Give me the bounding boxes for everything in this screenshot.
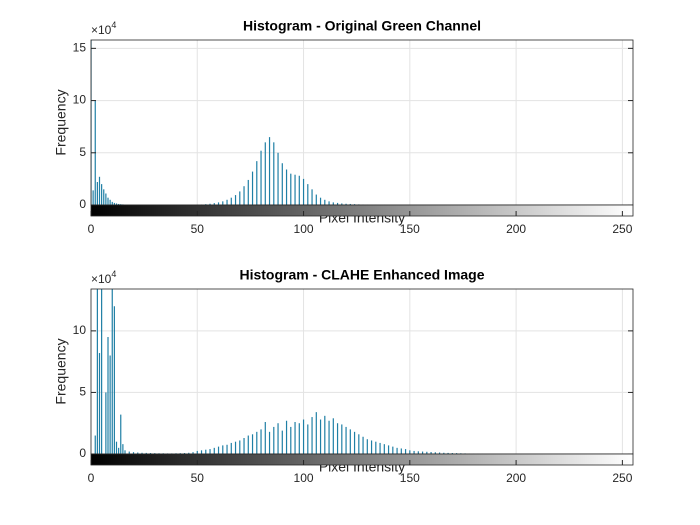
chart-title: Histogram - CLAHE Enhanced Image: [239, 267, 484, 283]
x-tick-label: 250: [612, 471, 632, 485]
y-tick-label: 5: [79, 145, 86, 159]
y-tick-label: 15: [73, 41, 87, 55]
x-tick-label: 0: [88, 471, 95, 485]
bars: [91, 40, 385, 205]
y-axis-label: Frequency: [53, 338, 69, 404]
y-tick-label: 0: [79, 446, 86, 460]
x-tick-label: 150: [400, 471, 420, 485]
x-tick-label: 50: [191, 222, 205, 236]
y-tick-label: 10: [73, 323, 87, 337]
bars: [94, 289, 483, 454]
chart-title: Histogram - Original Green Channel: [243, 18, 481, 34]
x-tick-label: 150: [400, 222, 420, 236]
x-tick-label: 200: [506, 471, 526, 485]
x-tick-label: 100: [294, 222, 314, 236]
y-axis-label: Frequency: [53, 89, 69, 155]
x-tick-label: 50: [191, 471, 205, 485]
exponent-base: ×10: [91, 272, 112, 286]
x-tick-label: 250: [612, 222, 632, 236]
colorbar: [90, 453, 634, 466]
exponent-base: ×10: [91, 23, 112, 37]
colorbar: [90, 204, 634, 217]
axes: Histogram - CLAHE Enhanced Image0510Pixe…: [53, 267, 634, 485]
x-tick-label: 200: [506, 222, 526, 236]
axes: Histogram - Original Green Channel 0 5 10 15…: [53, 18, 634, 236]
y-tick-label: 5: [79, 385, 86, 399]
exponent-power: 4: [111, 269, 116, 279]
y-exponent: ×104: [91, 20, 116, 37]
y-exponent: ×104: [91, 269, 116, 286]
x-tick-label: 100: [294, 471, 314, 485]
exponent-power: 4: [111, 20, 116, 30]
y-tick-label: 0: [79, 197, 86, 211]
x-tick-label: 0: [88, 222, 95, 236]
y-tick-label: 10: [73, 93, 87, 107]
